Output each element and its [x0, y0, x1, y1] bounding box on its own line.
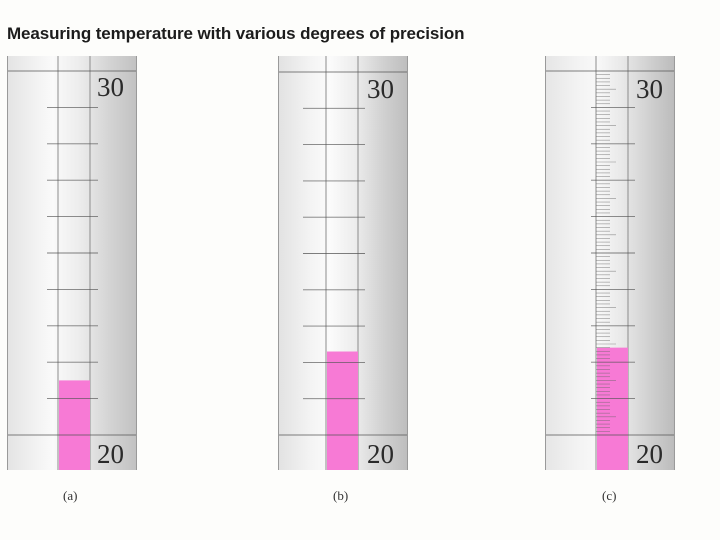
- caption-b: (b): [333, 488, 349, 503]
- page-title: Measuring temperature with various degre…: [7, 24, 465, 43]
- liquid-column: [327, 351, 358, 470]
- label-30-b: 30: [367, 74, 394, 104]
- caption-c: (c): [602, 488, 617, 503]
- label-20-a: 20: [97, 439, 124, 469]
- thermometer-b: 30 20: [278, 56, 408, 470]
- caption-a: (a): [63, 488, 78, 503]
- scale-a: [8, 56, 136, 470]
- scale-b: [279, 56, 407, 470]
- liquid-column: [59, 380, 90, 470]
- label-30-a: 30: [97, 72, 124, 102]
- label-20-b: 20: [367, 439, 394, 469]
- thermometer-a: 30 20: [7, 56, 137, 470]
- label-30-c: 30: [636, 74, 663, 104]
- label-20-c: 20: [636, 439, 663, 469]
- thermometer-c: 30 20: [545, 56, 675, 470]
- liquid-column: [597, 347, 628, 470]
- scale-c: [546, 56, 674, 470]
